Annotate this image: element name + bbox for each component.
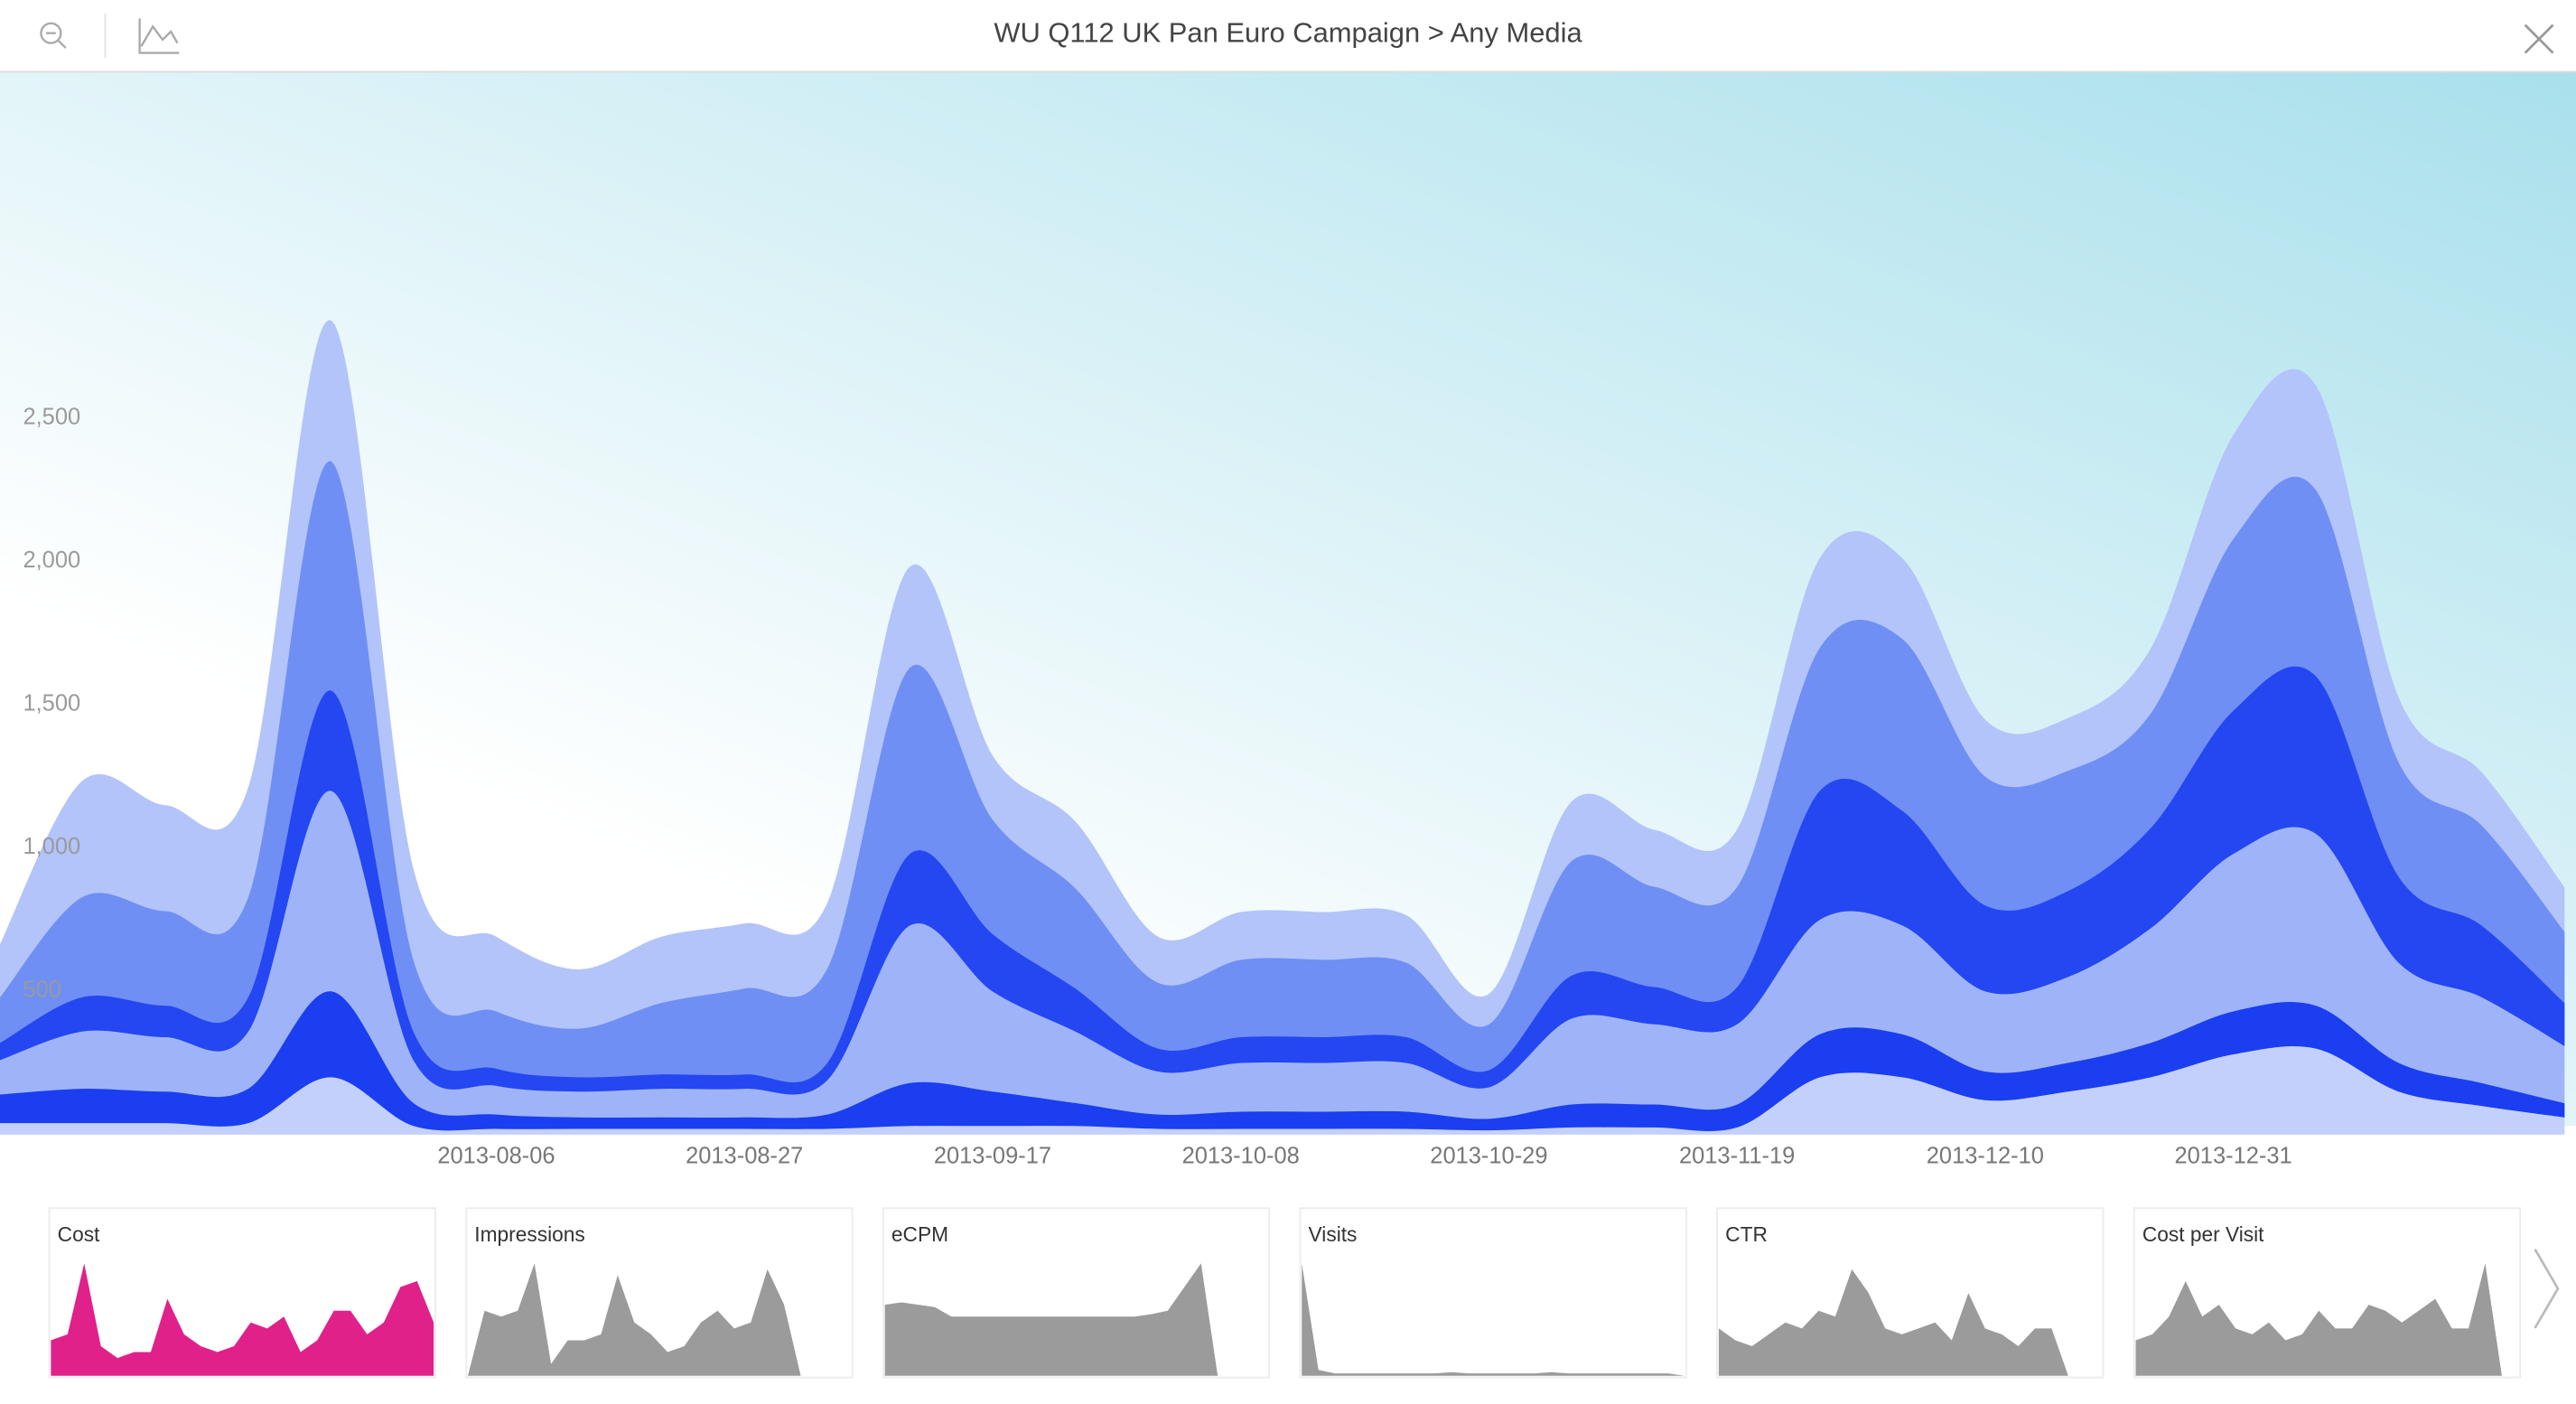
y-tick-label: 1,000 — [23, 834, 80, 859]
sparkline-area — [51, 1263, 434, 1376]
sparkline-area — [1718, 1268, 2102, 1376]
next-arrow[interactable] — [2534, 1248, 2560, 1329]
metric-title: Cost — [58, 1222, 100, 1246]
y-tick-label: 1,500 — [23, 690, 80, 716]
header-bar — [0, 0, 2576, 71]
sparkline-area — [468, 1263, 851, 1376]
y-tick-label: 2,000 — [23, 548, 80, 573]
metric-title: CTR — [1725, 1222, 1768, 1246]
zoom-button[interactable] — [40, 22, 67, 49]
metric-title: eCPM — [891, 1222, 948, 1246]
x-tick-label: 2013-08-06 — [437, 1144, 555, 1169]
page-title: WU Q112 UK Pan Euro Campaign > Any Media — [994, 17, 1582, 49]
x-tick-label: 2013-10-08 — [1182, 1144, 1300, 1169]
sparkline-area — [884, 1263, 1268, 1376]
x-tick-label: 2013-09-17 — [934, 1144, 1051, 1169]
metric-title: Visits — [1309, 1222, 1358, 1246]
x-tick-label: 2013-11-19 — [1679, 1144, 1795, 1169]
x-tick-label: 2013-08-27 — [686, 1144, 803, 1169]
y-tick-label: 500 — [23, 978, 61, 1003]
sparkline-area — [2135, 1263, 2519, 1376]
metric-title: Cost per Visit — [2142, 1222, 2264, 1246]
metric-card[interactable] — [1299, 1207, 1687, 1379]
plot: 500 1,000 1,500 2,000 2,500 2013-08-06 2013-08… — [0, 320, 2565, 1169]
close-button[interactable] — [2524, 23, 2554, 54]
metric-strip: Cost Impressions eCPM Visits CTR Cost per Vis… — [48, 1207, 2522, 1379]
chart-type-button[interactable] — [138, 18, 180, 54]
x-tick-label: 2013-12-10 — [1927, 1144, 2044, 1169]
y-tick-label: 2,500 — [23, 404, 80, 429]
stream-layer — [0, 320, 2565, 1029]
x-tick-label: 2013-10-29 — [1430, 1144, 1547, 1169]
x-tick-label: 2013-12-31 — [2175, 1144, 2292, 1169]
metric-title: Impressions — [474, 1222, 584, 1246]
